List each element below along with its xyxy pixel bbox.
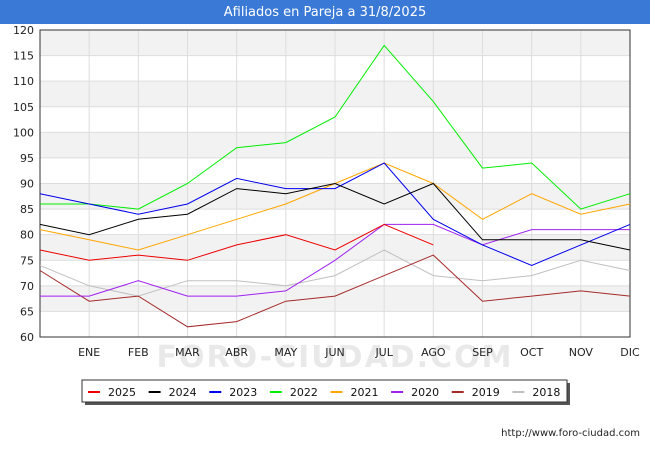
x-tick-label: DIC	[620, 346, 640, 359]
series-line-2024	[39, 182, 631, 251]
legend-box	[81, 379, 568, 403]
legend-label-2018: 2018	[532, 386, 560, 399]
x-tick-label: ABR	[225, 346, 248, 359]
y-tick-label: 115	[13, 50, 34, 63]
y-tick-label: 120	[13, 24, 34, 37]
legend-label-2023: 2023	[229, 386, 257, 399]
y-tick-label: 60	[20, 331, 34, 344]
x-tick-label: SEP	[472, 346, 493, 359]
series-line-2019	[39, 254, 631, 328]
x-tick-label: MAY	[274, 346, 297, 359]
chart-title: Afiliados en Pareja a 31/8/2025	[223, 4, 427, 20]
y-tick-label: 90	[20, 178, 34, 191]
y-tick-label: 95	[20, 152, 34, 165]
legend-label-2024: 2024	[169, 386, 197, 399]
y-tick-label: 65	[20, 305, 34, 318]
series-line-2025	[39, 223, 434, 261]
y-tick-label: 100	[13, 126, 34, 139]
series-line-2022	[40, 44, 631, 210]
x-tick-label: NOV	[569, 346, 594, 359]
legend-label-2025: 2025	[108, 386, 136, 399]
y-tick-label: 80	[20, 229, 34, 242]
legend-label-2022: 2022	[290, 386, 318, 399]
chart-title-bar: Afiliados en Pareja a 31/8/2025	[0, 0, 650, 24]
x-tick-label: AGO	[421, 346, 446, 359]
series-line-2023	[39, 162, 631, 266]
y-tick-label: 110	[13, 75, 34, 88]
x-tick-label: ENE	[78, 346, 100, 359]
x-tick-label: FEB	[128, 346, 149, 359]
y-tick-label: 70	[20, 280, 34, 293]
y-tick-label: 75	[20, 254, 34, 267]
watermark: FORO-CIUDAD.COM	[157, 340, 514, 375]
y-tick-label: 105	[13, 101, 34, 114]
x-tick-label: OCT	[520, 346, 543, 359]
plot-frame	[39, 29, 631, 338]
series-line-2020	[40, 223, 630, 297]
x-tick-label: JUL	[374, 346, 393, 359]
legend-label-2019: 2019	[472, 386, 500, 399]
source-url: http://www.foro-ciudad.com	[501, 428, 640, 439]
legend-label-2021: 2021	[351, 386, 379, 399]
legend-label-2020: 2020	[411, 386, 439, 399]
x-tick-label: JUN	[324, 346, 345, 359]
x-tick-label: MAR	[175, 346, 200, 359]
y-tick-label: 85	[20, 203, 34, 216]
